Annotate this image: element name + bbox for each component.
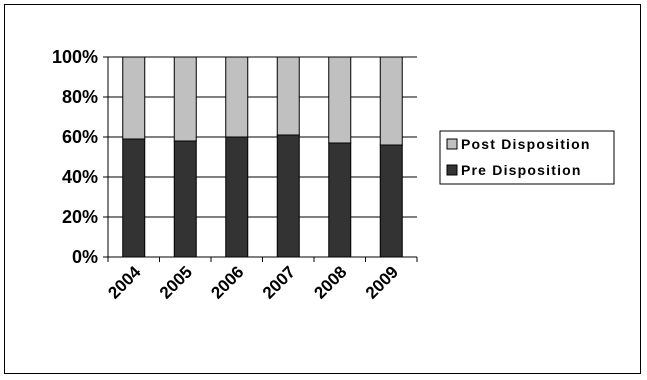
x-tick-label-2009: 2009 <box>362 262 402 302</box>
axes <box>103 56 418 262</box>
x-tick-label-2005: 2005 <box>156 262 196 302</box>
y-tick-labels: 0% 20% 40% 60% 80% 100% <box>52 47 98 267</box>
legend-label-post-disposition: Post Disposition <box>461 136 591 152</box>
bar-post-disposition-2008 <box>328 56 352 144</box>
legend-swatch-post-disposition <box>446 138 458 150</box>
x-tick-label-2007: 2007 <box>259 262 299 302</box>
bars <box>122 56 403 258</box>
y-tick-label-60pct: 60% <box>62 127 98 147</box>
legend-label-pre-disposition: Pre Disposition <box>461 162 582 178</box>
bar-pre-disposition-2007 <box>276 134 300 258</box>
legend-swatch-pre-disposition <box>446 164 458 176</box>
legend: Post Disposition Pre Disposition <box>439 130 615 185</box>
bar-post-disposition-2006 <box>225 56 249 138</box>
x-tick-label-2008: 2008 <box>310 262 350 302</box>
chart-frame <box>4 4 641 374</box>
bar-pre-disposition-2004 <box>122 138 146 258</box>
bar-pre-disposition-2005 <box>173 140 197 258</box>
legend-box <box>439 130 615 185</box>
bar-post-disposition-2005 <box>173 56 197 142</box>
x-tick-labels: 2004 2005 2006 2007 2008 2009 <box>104 262 402 303</box>
bar-pre-disposition-2006 <box>225 136 249 258</box>
x-tick-label-2004: 2004 <box>104 262 145 303</box>
bar-post-disposition-2007 <box>276 56 300 136</box>
bar-post-disposition-2004 <box>122 56 146 140</box>
gridlines <box>108 56 417 218</box>
bar-post-disposition-2009 <box>379 56 403 146</box>
y-tick-label-80pct: 80% <box>62 87 98 107</box>
bar-pre-disposition-2009 <box>379 144 403 258</box>
y-tick-label-0pct: 0% <box>72 247 98 267</box>
y-tick-label-20pct: 20% <box>62 207 98 227</box>
y-tick-label-100pct: 100% <box>52 47 98 67</box>
bar-pre-disposition-2008 <box>328 142 352 258</box>
y-tick-label-40pct: 40% <box>62 167 98 187</box>
x-tick-label-2006: 2006 <box>207 262 247 302</box>
